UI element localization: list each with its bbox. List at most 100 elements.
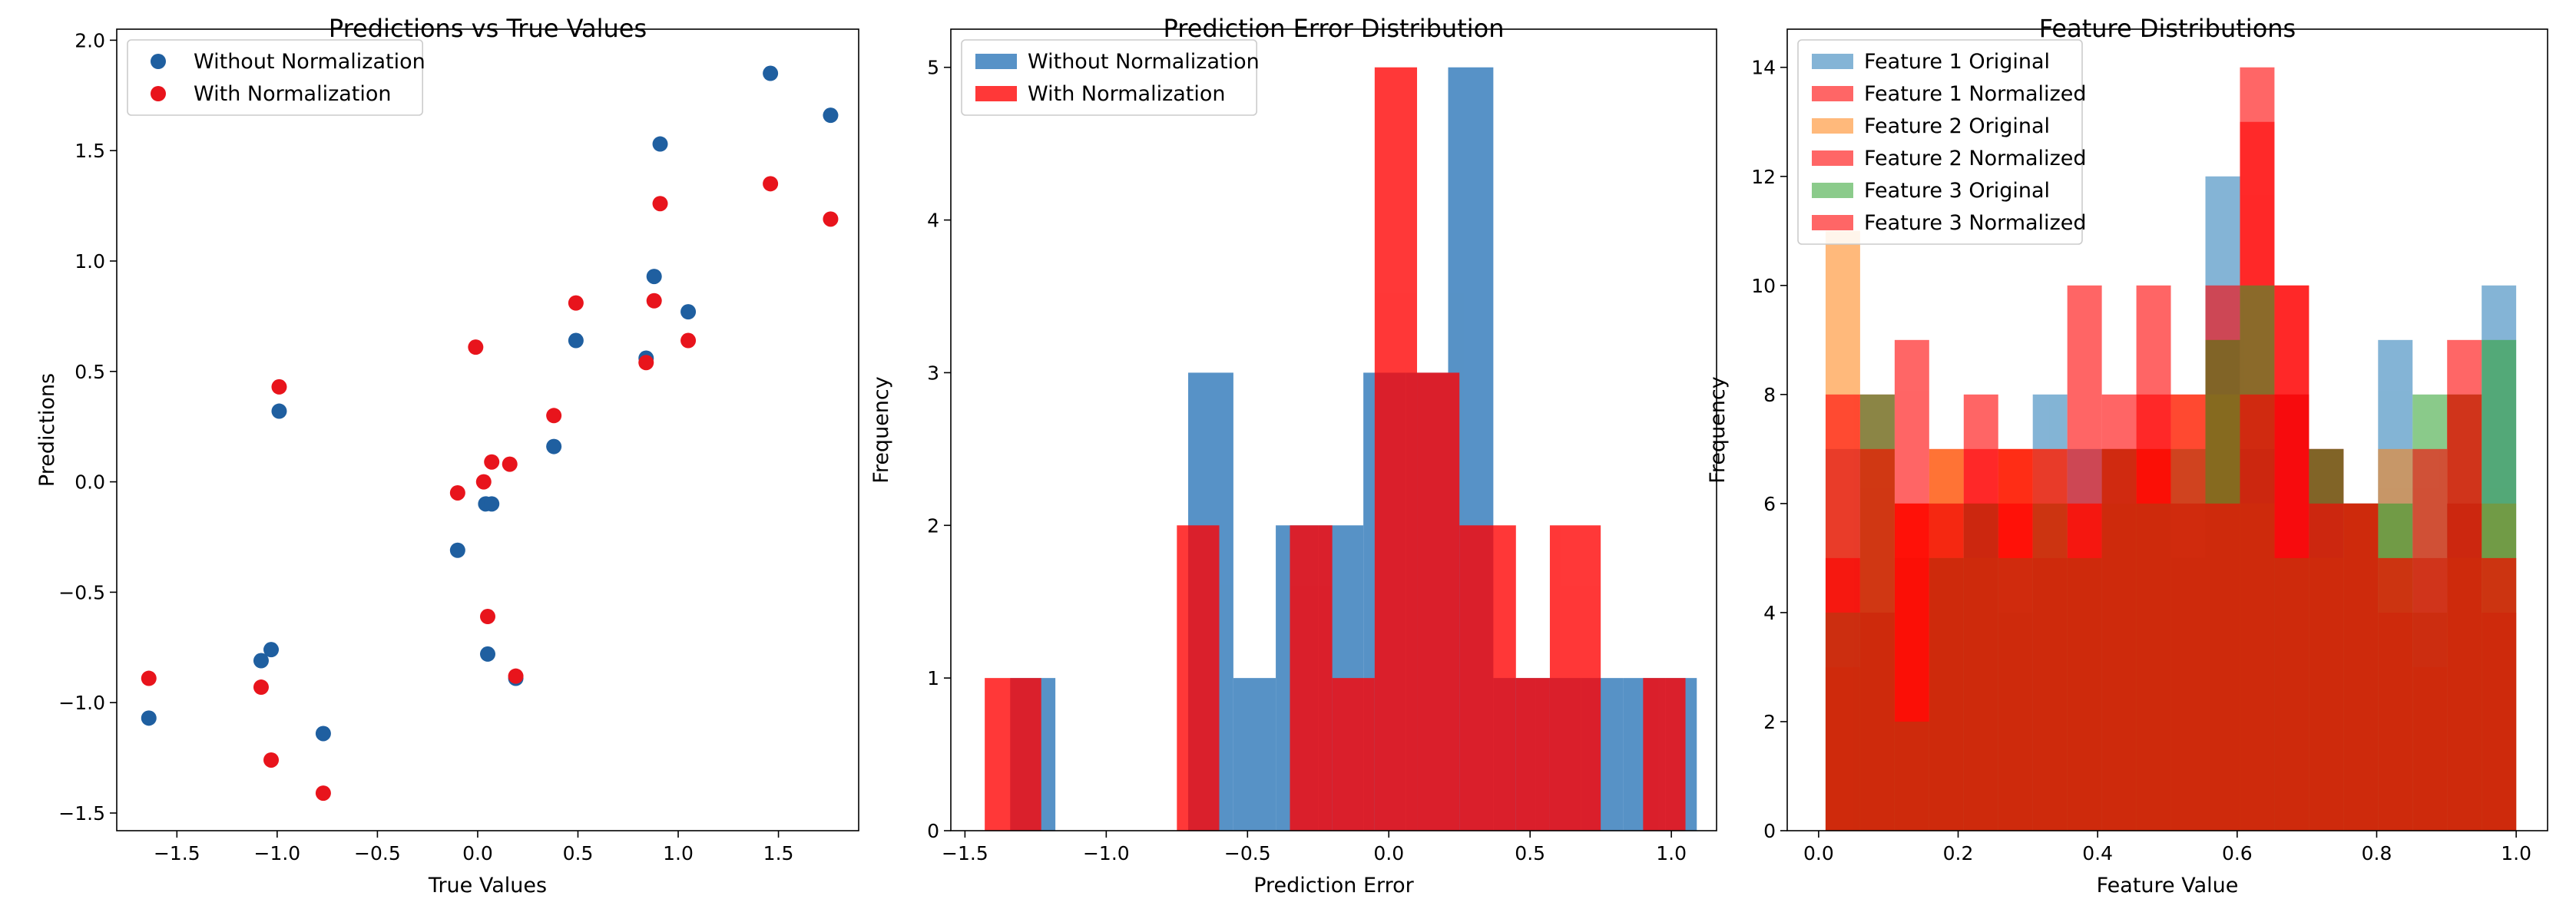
chart-2: Prediction Error Distribution −1.5 −1.0 −0.… [869,14,1717,897]
chart-title: Feature Distributions [2039,14,2296,43]
data-point [652,136,668,152]
legend-swatch [1812,215,1853,230]
legend-swatch [1812,183,1853,198]
data-point [315,785,331,802]
histogram-bar [1825,557,1860,831]
histogram-bar [2170,394,2206,831]
histogram-bar [1417,372,1460,831]
y-tick-label: −1.0 [58,692,105,714]
legend-label: Feature 2 Normalized [1864,147,2087,170]
histogram-bar [1998,503,2033,831]
legend-item: Feature 3 Original [1812,179,2050,203]
y-tick-label: 8 [1763,384,1776,406]
legend-label: With Normalization [1028,82,1226,106]
legend-item: With Normalization [975,82,1226,106]
legend-label: With Normalization [194,82,392,106]
histogram-bar [1549,525,1601,831]
histogram-bar [2032,448,2068,831]
plot-area [1825,67,2517,831]
legend-swatch [975,86,1017,101]
y-axis-label: Predictions [35,373,59,487]
chart-1: Predictions vs True Values −1.5 −1.0 −0.5 0.… [35,14,859,897]
data-point [823,107,839,124]
x-tick-label: 1.0 [2501,842,2531,864]
legend-swatch [975,54,1017,69]
histogram-bar [2482,557,2517,831]
histogram-bar [2447,394,2482,831]
x-tick-label: 0.5 [1515,842,1545,864]
y-tick-label: 1.0 [74,250,105,273]
legend-item: Feature 3 Normalized [1812,211,2087,235]
x-axis-label: Feature Value [2097,874,2239,897]
histogram-bar [1963,448,1998,831]
y-tick-label: 10 [1751,275,1776,297]
legend-marker [151,86,166,101]
data-point [315,726,331,742]
data-point [546,408,562,424]
legend-item: Feature 2 Original [1812,114,2050,138]
legend-label: Feature 3 Normalized [1864,211,2087,235]
legend-label: Feature 3 Original [1864,179,2050,203]
histogram-bar [1177,525,1220,831]
histogram-bar [1515,678,1550,831]
histogram-bar [1332,678,1375,831]
data-point [263,642,280,658]
y-tick-label: 0.5 [74,361,105,383]
chart-3: Feature Distributions 0.0 0.2 0.4 0.6 0.8 1.0 0… [1706,14,2548,897]
x-tick-label: 0.5 [563,842,594,864]
legend-item: Feature 2 Normalized [1812,147,2087,170]
data-point [763,176,779,192]
data-point [652,196,668,212]
y-tick-label: 1.5 [74,140,105,162]
data-point [763,65,779,81]
x-tick-label: 0.0 [1373,842,1404,864]
histogram-bar [1459,525,1516,831]
legend-item: Feature 1 Original [1812,50,2050,74]
data-point [680,332,697,349]
y-axis-label: Frequency [1706,376,1730,484]
y-tick-label: −0.5 [58,581,105,603]
legend: Without Normalization With Normalization [127,39,425,116]
histogram-bar [1929,557,1964,831]
data-point [141,710,157,726]
legend-item: With Normalization [151,82,392,106]
histogram-bar [2343,503,2379,831]
legend-swatch [1812,54,1853,69]
y-tick-label: 0.0 [74,471,105,494]
y-tick-label: −1.5 [58,802,105,825]
x-tick-label: 0.8 [2362,842,2392,864]
x-tick-label: 0.4 [2082,842,2113,864]
axes-frame [950,28,1717,831]
legend-box [961,39,1258,116]
data-point [271,403,287,419]
y-tick-label: 6 [1763,493,1776,515]
histogram-bar [1290,525,1333,831]
y-tick-label: 2.0 [74,29,105,51]
y-tick-label: 3 [927,362,939,384]
data-point [508,668,524,684]
data-point [484,454,500,470]
x-tick-label: −1.0 [1083,842,1130,864]
data-point [468,339,484,355]
y-tick-label: 2 [1763,711,1776,733]
histogram-bar [1859,448,1895,831]
data-point [646,269,662,285]
x-tick-label: −0.5 [354,842,401,864]
histogram-bar [2274,285,2309,831]
legend-label: Feature 2 Original [1864,114,2050,138]
y-tick-label: 1 [927,667,939,689]
y-tick-label: 2 [927,514,939,537]
y-axis-label: Frequency [869,376,893,484]
x-tick-label: 0.6 [2222,842,2253,864]
y-tick-label: 5 [927,57,939,79]
histogram-bar [2412,448,2448,831]
series-6 [1825,285,2517,831]
x-tick-label: −1.5 [942,842,988,864]
data-point [568,295,584,311]
legend-item: Feature 1 Normalized [1812,82,2087,106]
legend-item: Without Normalization [975,50,1260,74]
legend-marker [151,54,166,69]
series-2 [141,176,839,802]
histogram-bar [1894,503,1929,831]
legend-swatch [1812,86,1853,101]
